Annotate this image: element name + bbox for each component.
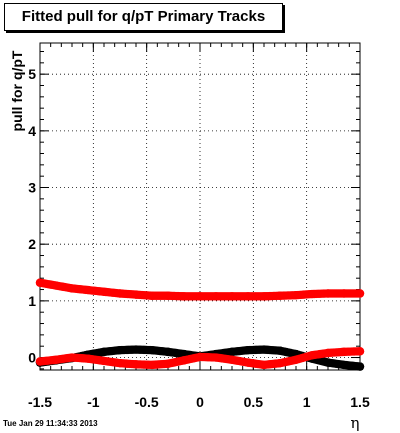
y-tick-label: 3 [28, 180, 36, 196]
x-tick-label: 1.5 [350, 394, 370, 410]
x-tick-label: 0 [196, 394, 204, 410]
x-tick-label: -1 [87, 394, 100, 410]
fit-marker [355, 289, 365, 298]
y-tick-label: 1 [28, 293, 36, 309]
y-tick-label: 0 [28, 350, 36, 366]
x-tick-label: -0.5 [135, 394, 159, 410]
fit-marker [355, 362, 365, 371]
chart-title-box: Fitted pull for q/pT Primary Tracks [4, 3, 283, 31]
plot-frame [39, 42, 361, 371]
x-tick-label: -1.5 [28, 394, 52, 410]
data-series [35, 278, 365, 301]
fit-marker [355, 347, 365, 356]
y-axis-label: pull for q/pT [9, 50, 25, 131]
data-series [35, 347, 365, 370]
x-tick-label: 1 [303, 394, 311, 410]
timestamp-label: Tue Jan 29 11:34:33 2013 [3, 419, 98, 428]
y-tick-label: 4 [28, 123, 36, 139]
x-tick-label: 0.5 [244, 394, 264, 410]
y-tick-label: 5 [28, 66, 36, 82]
chart-title: Fitted pull for q/pT Primary Tracks [21, 8, 266, 25]
x-axis-label: η [351, 414, 360, 432]
y-tick-label: 2 [28, 236, 36, 252]
